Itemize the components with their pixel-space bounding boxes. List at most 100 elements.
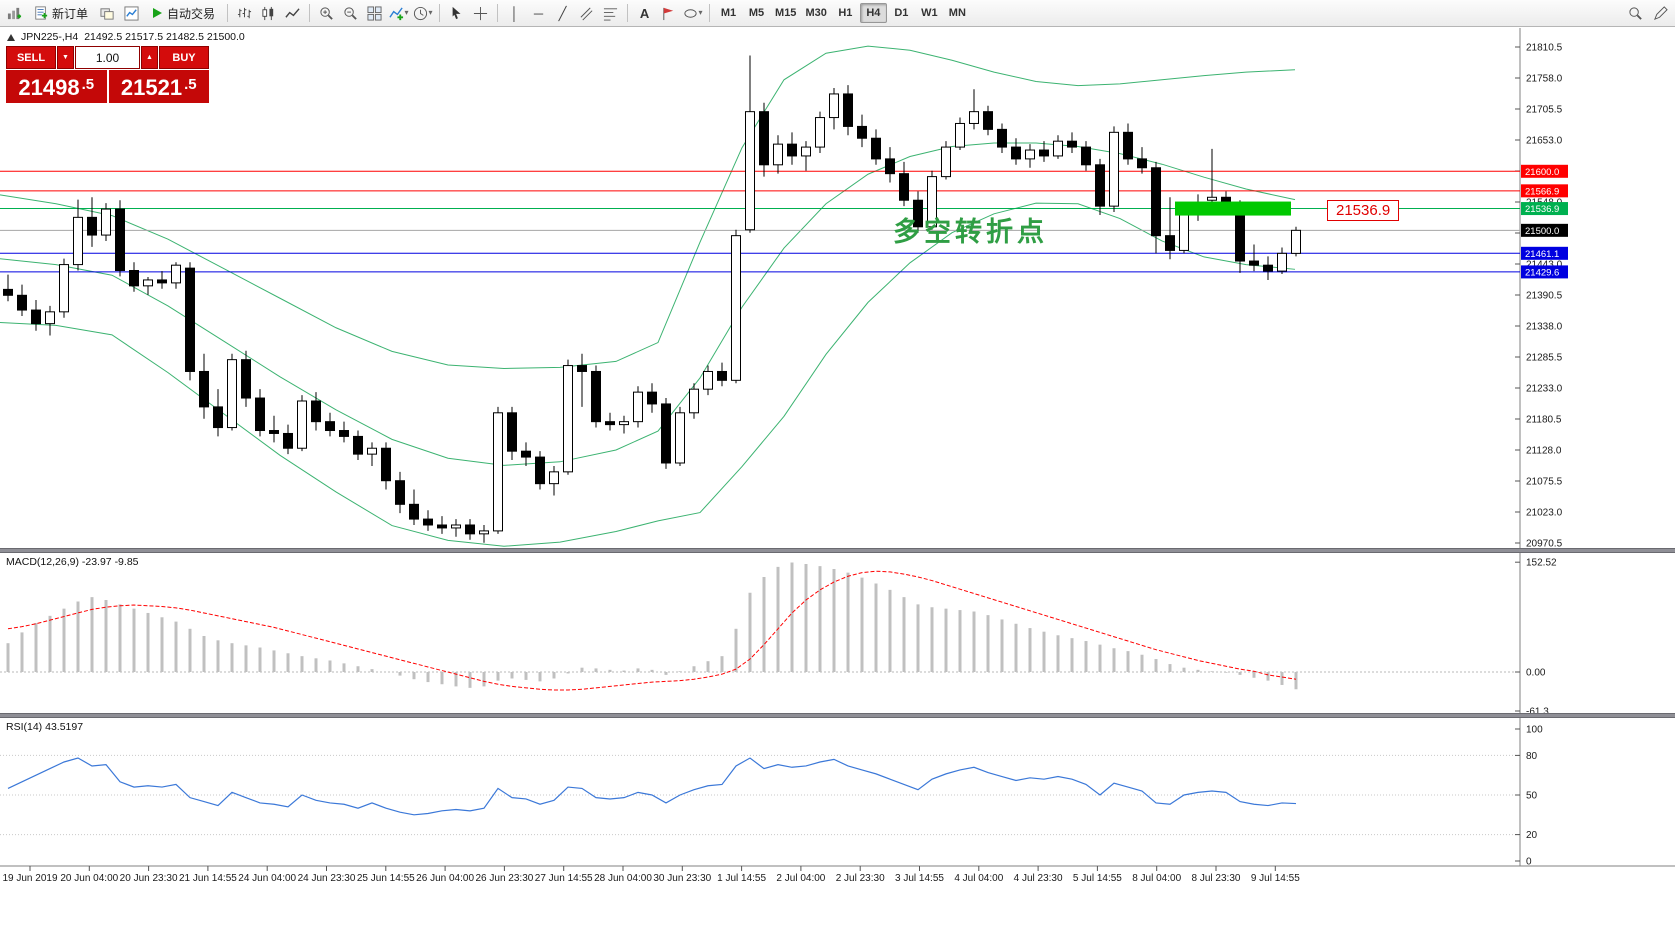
candle-body: [381, 447, 391, 482]
timeframes-dropdown-icon: ▾: [428, 8, 433, 17]
candle-body: [213, 406, 223, 429]
price-tick-label: 21443.0: [1526, 260, 1563, 271]
price-level-badge-label: 21500.0: [1525, 226, 1559, 237]
candle-body: [269, 430, 279, 434]
candle-body: [465, 524, 475, 535]
bollinger-upper: [0, 45, 1296, 370]
timeframes-icon[interactable]: ▾: [411, 2, 434, 24]
autotrading-label: 自动交易: [167, 6, 216, 21]
candle-body: [1137, 158, 1147, 169]
vertical-line-icon[interactable]: │: [510, 5, 519, 21]
candle-body: [437, 524, 447, 529]
time-tick-label: 5 Jul 14:55: [1073, 873, 1122, 884]
pencil-icon[interactable]: [1649, 2, 1672, 24]
price-level-badge-label: 21461.1: [1525, 249, 1559, 260]
volume-decrease-button[interactable]: ▼: [57, 46, 74, 69]
timeframe-button-h1[interactable]: H1: [832, 3, 859, 23]
timeframe-button-w1[interactable]: W1: [916, 3, 943, 23]
zoom-out-icon[interactable]: [339, 2, 362, 24]
candle-body: [521, 450, 531, 458]
fibonacci-icon[interactable]: [599, 2, 622, 24]
candle-body: [143, 279, 153, 287]
bid-price[interactable]: 21498.5: [6, 70, 107, 103]
candle-body: [927, 176, 937, 228]
candle-body: [675, 412, 685, 464]
bar-chart-icon[interactable]: [233, 2, 256, 24]
candle-body: [157, 279, 167, 284]
market-watch-icon[interactable]: [120, 2, 143, 24]
time-tick-label: 8 Jul 23:30: [1192, 873, 1241, 884]
timeframe-button-m1[interactable]: M1: [715, 3, 742, 23]
candle-body: [73, 216, 83, 266]
volume-increase-button[interactable]: ▲: [141, 46, 158, 69]
timeframe-button-m15[interactable]: M15: [771, 3, 800, 23]
panel-splitter-rsi[interactable]: [0, 713, 1675, 718]
indicators-icon[interactable]: ▾: [387, 2, 410, 24]
time-tick-label: 21 Jun 14:55: [179, 873, 237, 884]
candle-body: [423, 518, 433, 526]
timeframe-button-d1[interactable]: D1: [888, 3, 915, 23]
volume-input[interactable]: [75, 46, 140, 69]
trade-prices-row: 21498.5 21521.5: [6, 70, 209, 103]
candle-body: [885, 158, 895, 175]
cursor-icon[interactable]: [445, 2, 468, 24]
candle-body: [535, 456, 545, 485]
price-level-badge-label: 21429.6: [1525, 267, 1559, 278]
bollinger-middle: [0, 142, 1296, 466]
candle-body: [353, 435, 363, 455]
line-chart-icon[interactable]: [281, 2, 304, 24]
candle-body: [703, 370, 713, 390]
rsi-scale-label: 20: [1526, 830, 1538, 841]
new-chart-icon[interactable]: [3, 2, 26, 24]
price-tick-label: 21758.0: [1526, 74, 1563, 85]
time-tick-label: 20 Jun 04:00: [60, 873, 118, 884]
timeframe-button-h4[interactable]: H4: [859, 3, 887, 23]
macd-label: MACD(12,26,9): [6, 556, 79, 568]
zoom-in-icon[interactable]: [315, 2, 338, 24]
horizontal-line-icon[interactable]: ─: [533, 5, 544, 21]
candle-body: [717, 370, 727, 381]
candle-body: [577, 365, 587, 372]
autotrading-button[interactable]: 自动交易: [144, 2, 222, 24]
candle-body: [731, 235, 741, 381]
price-tick-label: 21705.5: [1526, 105, 1563, 116]
candlestick-icon[interactable]: [257, 2, 280, 24]
buy-button[interactable]: BUY: [159, 46, 209, 69]
timeframe-button-m30[interactable]: M30: [801, 3, 830, 23]
timeframe-button-m5[interactable]: M5: [743, 3, 770, 23]
crosshair-icon[interactable]: [469, 2, 492, 24]
ask-price[interactable]: 21521.5: [108, 70, 209, 103]
search-icon[interactable]: [1624, 2, 1647, 24]
time-tick-label: 20 Jun 23:30: [120, 873, 178, 884]
new-order-button[interactable]: 新订单: [27, 2, 95, 24]
candle-body: [829, 93, 839, 119]
candle-body: [3, 288, 13, 296]
separator: [439, 4, 441, 22]
candle-body: [1067, 140, 1077, 148]
candle-body: [227, 359, 237, 429]
chart-window-icon: [7, 33, 15, 41]
label-icon[interactable]: [657, 2, 680, 24]
price-level-badge: [1521, 164, 1568, 178]
tile-windows-icon[interactable]: [363, 2, 386, 24]
candle-body: [1277, 252, 1287, 272]
shapes-icon[interactable]: ▾: [681, 2, 704, 24]
candle-body: [1039, 149, 1049, 157]
time-tick-label: 28 Jun 04:00: [594, 873, 652, 884]
channel-icon[interactable]: [575, 2, 598, 24]
text-icon[interactable]: A: [639, 5, 650, 21]
macd-scale-label: 0.00: [1526, 668, 1546, 679]
ask-price-frac: .5: [184, 76, 197, 93]
candle-body: [843, 93, 853, 127]
macd-values: -23.97 -9.85: [81, 556, 139, 568]
timeframe-button-mn[interactable]: MN: [944, 3, 971, 23]
toolbar: 新订单 自动交易 ▾ ▾ │ ─ ╱ A ▾ M1 M5 M15 M30 H1 …: [0, 0, 1675, 27]
sell-button[interactable]: SELL: [6, 46, 56, 69]
profiles-icon[interactable]: [96, 2, 119, 24]
price-tick-label: 21653.0: [1526, 136, 1563, 147]
candle-body: [185, 267, 195, 372]
candle-body: [129, 269, 139, 287]
trendline-icon[interactable]: ╱: [558, 5, 567, 21]
panel-splitter-macd[interactable]: [0, 548, 1675, 553]
